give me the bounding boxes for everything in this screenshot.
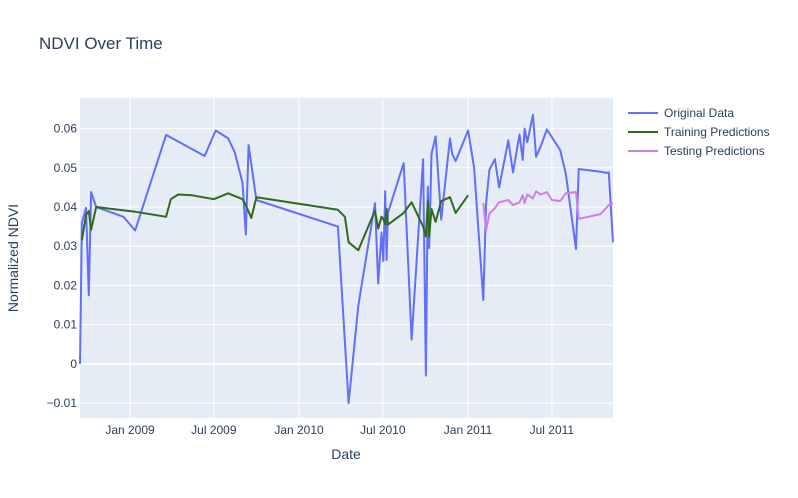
y-tick-label: 0.06 bbox=[54, 122, 78, 136]
legend-item-testing-predictions[interactable]: Testing Predictions bbox=[628, 144, 765, 158]
y-tick-label: 0.03 bbox=[54, 239, 78, 253]
y-tick-label: 0.05 bbox=[54, 161, 78, 175]
x-tick-label: Jan 2010 bbox=[274, 423, 324, 437]
series-line-original-data[interactable] bbox=[79, 113, 614, 405]
legend-label: Original Data bbox=[664, 106, 734, 120]
x-tick-label: Jul 2011 bbox=[530, 423, 575, 437]
y-tick-label: 0.01 bbox=[54, 318, 78, 332]
axis-ticks: −0.01 0 0.01 0.02 0.03 0.04 0.05 0.06 Jan 2009 Ju… bbox=[47, 122, 575, 437]
x-tick-label: Jan 2011 bbox=[444, 423, 493, 437]
legend[interactable]: Original Data Training Predictions Testing… bbox=[628, 106, 770, 158]
x-tick-label: Jul 2009 bbox=[191, 423, 237, 437]
series-line-testing-predictions[interactable] bbox=[482, 190, 614, 232]
series-lines bbox=[79, 113, 614, 405]
series-line-training-predictions[interactable] bbox=[80, 192, 469, 252]
legend-label: Testing Predictions bbox=[664, 144, 765, 158]
x-tick-label: Jan 2009 bbox=[105, 423, 155, 437]
legend-label: Training Predictions bbox=[664, 125, 770, 139]
chart-title: NDVI Over Time bbox=[39, 34, 163, 53]
y-tick-label: 0.04 bbox=[54, 200, 78, 214]
x-tick-label: Jul 2010 bbox=[360, 423, 406, 437]
legend-item-original-data[interactable]: Original Data bbox=[628, 106, 734, 120]
y-tick-label: 0.02 bbox=[54, 278, 78, 292]
x-axis-title: Date bbox=[331, 446, 361, 462]
legend-item-training-predictions[interactable]: Training Predictions bbox=[628, 125, 770, 139]
y-axis-title: Normalized NDVI bbox=[5, 204, 21, 312]
y-tick-label: −0.01 bbox=[47, 396, 78, 410]
y-tick-label: 0 bbox=[70, 357, 77, 371]
